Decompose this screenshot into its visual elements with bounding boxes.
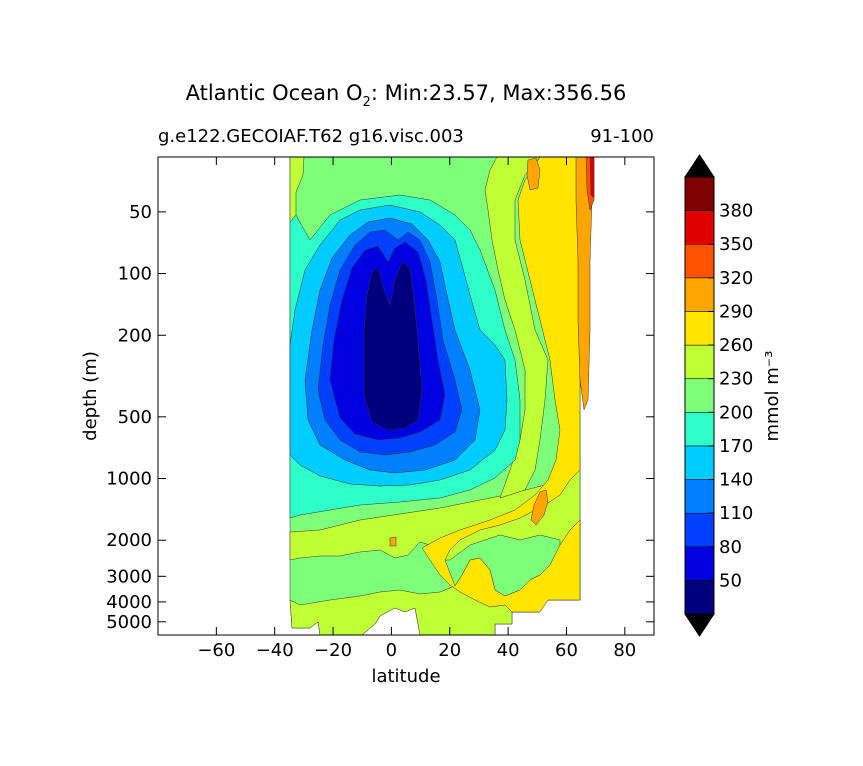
y-tick-label: 4000	[106, 592, 152, 613]
colorbar-tick-label: 380	[719, 201, 753, 222]
contour-region-290-320-patch	[526, 157, 541, 191]
contour-region-isolated-patch	[389, 536, 397, 547]
x-tick-label: 20	[438, 640, 461, 661]
colorbar-extend-under	[684, 613, 715, 637]
colorbar-swatch	[684, 277, 715, 312]
colorbar-swatch	[684, 311, 715, 346]
colorbar-tick-label: 80	[719, 537, 742, 558]
chart-subtitle-right: 91-100	[590, 126, 654, 147]
plot-frame	[157, 156, 655, 636]
colorbar-swatch	[684, 210, 715, 245]
x-axis-label: latitude	[371, 666, 440, 687]
colorbar-tick-label: 230	[719, 369, 753, 390]
colorbar-tick-label: 260	[719, 335, 753, 356]
y-tick-label: 1000	[106, 469, 152, 490]
x-tick-label: −60	[197, 640, 235, 661]
colorbar-tick-label: 320	[719, 268, 753, 289]
y-tick-label: 5000	[106, 612, 152, 633]
x-tick-label: 80	[613, 640, 636, 661]
chart-subtitle-left: g.e122.GECOIAF.T62 g16.visc.003	[158, 126, 464, 147]
colorbar-swatch	[684, 479, 715, 514]
contour-region-230-260-north	[484, 157, 549, 499]
colorbar-tick-label: 50	[719, 570, 742, 591]
colorbar-tick-label: 110	[719, 503, 753, 524]
y-tick-label: 2000	[106, 530, 152, 551]
colorbar-tick-label: 170	[719, 436, 753, 457]
colorbar-swatch	[684, 378, 715, 413]
colorbar-tick-label: 350	[719, 234, 753, 255]
colorbar-swatch	[684, 546, 715, 581]
x-axis: −60 −40 −20 0 20 40 60 80	[197, 157, 636, 661]
contour-region-290-320-deep-patch	[530, 489, 549, 526]
y-tick-label: 3000	[106, 566, 152, 587]
y-tick-label: 50	[129, 202, 152, 223]
y-tick-label: 100	[118, 264, 152, 285]
colorbar-swatch	[684, 412, 715, 447]
colorbar-extend-over	[684, 154, 715, 178]
y-tick-label: 200	[118, 325, 152, 346]
x-tick-label: −40	[256, 640, 294, 661]
colorbar-tick-label: 200	[719, 402, 753, 423]
colorbar-swatch	[684, 580, 715, 615]
y-tick-label: 500	[118, 407, 152, 428]
colorbar-tick-label: 140	[719, 470, 753, 491]
chart-title: Atlantic Ocean O2: Min:23.57, Max:356.56	[186, 81, 627, 110]
colorbar-swatch	[684, 344, 715, 379]
x-tick-label: 0	[386, 640, 397, 661]
colorbar-swatch	[684, 176, 715, 211]
x-tick-label: −20	[314, 640, 352, 661]
y-axis-label: depth (m)	[80, 351, 101, 441]
colorbar-swatch	[684, 243, 715, 279]
colorbar-frame	[684, 176, 715, 615]
colorbar-tick-label: 290	[719, 301, 753, 322]
contour-fill-layer	[289, 157, 595, 635]
contour-region-350-380-strip	[589, 157, 595, 199]
x-tick-label: 40	[497, 640, 520, 661]
x-tick-label: 60	[555, 640, 578, 661]
contour-region-20-50	[363, 261, 423, 431]
colorbar-label: mmol m⁻³	[762, 350, 783, 441]
plot-area	[158, 157, 654, 635]
colorbar-swatch	[684, 512, 715, 548]
colorbar: 50 80 110 140 170 200 230 260 290 320 350 380	[684, 154, 753, 637]
colorbar-swatch	[684, 445, 715, 480]
